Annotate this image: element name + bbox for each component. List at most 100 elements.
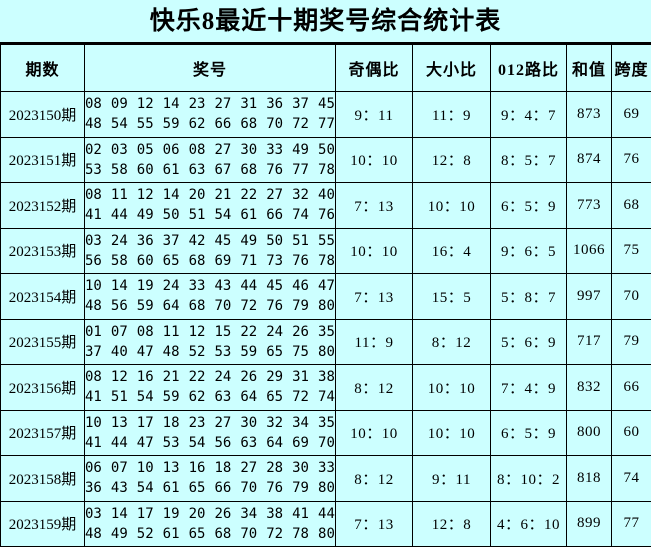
cell-route-012-ratio: 5：8：7 bbox=[491, 274, 567, 320]
table-header: 期数 奖号 奇偶比 大小比 012路比 和值 跨度 bbox=[1, 45, 651, 92]
winning-number: 69 bbox=[292, 433, 309, 453]
winning-number: 33 bbox=[318, 458, 335, 478]
winning-number: 64 bbox=[266, 433, 283, 453]
winning-number: 44 bbox=[318, 504, 335, 524]
winning-number: 54 bbox=[137, 387, 154, 407]
winning-number: 24 bbox=[214, 367, 231, 387]
column-header-period-label: 期数 bbox=[25, 56, 59, 80]
winning-number: 41 bbox=[85, 433, 102, 453]
column-header-period: 期数 bbox=[1, 45, 85, 92]
winning-number: 22 bbox=[189, 367, 206, 387]
winning-number: 80 bbox=[318, 478, 335, 498]
winning-number: 21 bbox=[163, 367, 180, 387]
winning-number: 19 bbox=[163, 504, 180, 524]
winning-number: 47 bbox=[137, 433, 154, 453]
winning-number: 55 bbox=[318, 231, 335, 251]
winning-number: 56 bbox=[111, 296, 128, 316]
winning-number: 20 bbox=[189, 185, 206, 205]
winning-number: 74 bbox=[292, 205, 309, 225]
winning-number: 70 bbox=[240, 478, 257, 498]
winning-number: 38 bbox=[266, 504, 283, 524]
winning-number: 12 bbox=[137, 185, 154, 205]
winning-number: 08 bbox=[85, 94, 102, 114]
winning-number: 47 bbox=[318, 276, 335, 296]
winning-number: 11 bbox=[111, 185, 128, 205]
cell-sum: 832 bbox=[567, 365, 612, 411]
column-header-sum: 和值 bbox=[567, 45, 612, 92]
winning-number: 44 bbox=[111, 205, 128, 225]
column-header-span: 跨度 bbox=[612, 45, 651, 92]
winning-number: 14 bbox=[111, 276, 128, 296]
winning-number: 66 bbox=[214, 478, 231, 498]
winning-number: 66 bbox=[266, 205, 283, 225]
winning-number: 21 bbox=[214, 185, 231, 205]
winning-number: 68 bbox=[189, 251, 206, 271]
winning-number: 61 bbox=[163, 160, 180, 180]
winning-number: 50 bbox=[266, 231, 283, 251]
cell-sum: 717 bbox=[567, 319, 612, 365]
winning-number: 59 bbox=[137, 296, 154, 316]
cell-span: 76 bbox=[612, 137, 651, 183]
winning-number: 08 bbox=[85, 185, 102, 205]
winning-number: 70 bbox=[318, 433, 335, 453]
winning-number: 17 bbox=[137, 413, 154, 433]
cell-span: 66 bbox=[612, 365, 651, 411]
winning-number: 09 bbox=[111, 94, 128, 114]
winning-number: 14 bbox=[163, 185, 180, 205]
winning-number: 10 bbox=[85, 276, 102, 296]
winning-number: 16 bbox=[137, 367, 154, 387]
winning-number: 08 bbox=[137, 322, 154, 342]
winning-number: 41 bbox=[292, 504, 309, 524]
winning-number: 22 bbox=[240, 322, 257, 342]
cell-odd-even-ratio: 9：11 bbox=[336, 92, 413, 138]
winning-number: 07 bbox=[111, 322, 128, 342]
winning-number: 72 bbox=[240, 296, 257, 316]
winning-number: 49 bbox=[111, 524, 128, 544]
winning-number: 29 bbox=[266, 367, 283, 387]
winning-number: 48 bbox=[85, 296, 102, 316]
winning-number: 01 bbox=[85, 322, 102, 342]
winning-number: 76 bbox=[292, 251, 309, 271]
winning-number: 56 bbox=[85, 251, 102, 271]
cell-span: 75 bbox=[612, 228, 651, 274]
page-title-bar: 快乐8最近十期奖号综合统计表 bbox=[0, 0, 651, 44]
cell-big-small-ratio: 11：9 bbox=[413, 92, 491, 138]
cell-span: 68 bbox=[612, 183, 651, 229]
winning-number: 70 bbox=[214, 296, 231, 316]
winning-number: 12 bbox=[189, 322, 206, 342]
winning-number: 40 bbox=[111, 342, 128, 362]
column-header-route-012-ratio: 012路比 bbox=[491, 45, 567, 92]
winning-number: 41 bbox=[85, 387, 102, 407]
winning-number: 22 bbox=[240, 185, 257, 205]
winning-number: 78 bbox=[292, 524, 309, 544]
winning-number: 67 bbox=[214, 160, 231, 180]
cell-period: 2023150期 bbox=[1, 92, 85, 138]
cell-span: 69 bbox=[612, 92, 651, 138]
winning-number: 80 bbox=[318, 342, 335, 362]
winning-number: 32 bbox=[292, 185, 309, 205]
winning-number: 05 bbox=[137, 140, 154, 160]
cell-sum: 818 bbox=[567, 456, 612, 502]
winning-number: 03 bbox=[85, 504, 102, 524]
winning-number: 13 bbox=[111, 413, 128, 433]
winning-number: 49 bbox=[240, 231, 257, 251]
winning-number: 69 bbox=[214, 251, 231, 271]
winning-number: 78 bbox=[318, 251, 335, 271]
cell-sum: 773 bbox=[567, 183, 612, 229]
winning-number: 49 bbox=[292, 140, 309, 160]
winning-number: 61 bbox=[240, 205, 257, 225]
cell-route-012-ratio: 5：6：9 bbox=[491, 319, 567, 365]
winning-number: 14 bbox=[111, 504, 128, 524]
